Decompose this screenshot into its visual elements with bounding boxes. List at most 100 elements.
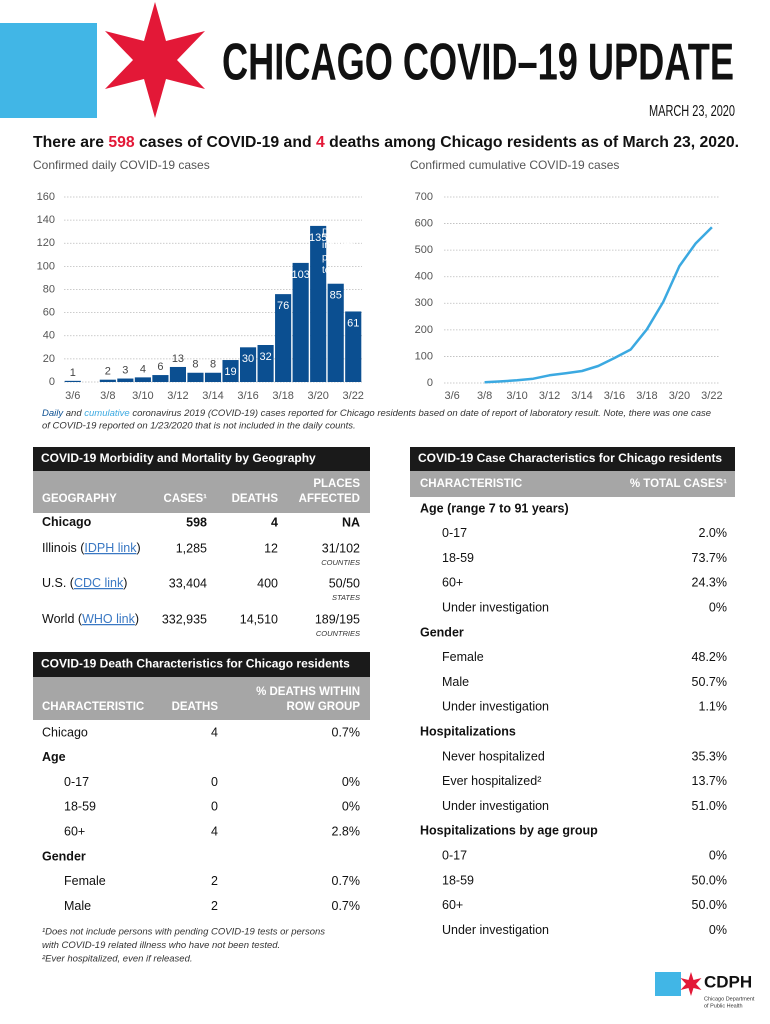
table-cell: Never hospitalized: [442, 749, 545, 763]
table-cell: Under investigation: [442, 700, 549, 714]
bar: [64, 380, 81, 382]
table-cell: 50.0%: [692, 873, 727, 887]
summary: There are 598 cases of COVID-19 and 4 de…: [33, 134, 739, 151]
table-cell: Under investigation: [442, 600, 549, 614]
bar: [222, 360, 239, 382]
table-cell: Gender: [420, 625, 464, 639]
data-label: 135: [309, 232, 327, 244]
table-cell: Chicago: [42, 515, 92, 529]
x-tick-label: 3/12: [167, 390, 188, 402]
bar: [134, 377, 151, 382]
footnote: ²Ever hospitalized, even if released.: [42, 954, 193, 965]
y-tick-label: 600: [415, 217, 433, 229]
logo-square-small: [655, 972, 681, 996]
y-tick-label: 100: [37, 260, 55, 272]
logo-star: [105, 2, 205, 118]
table-cell: 0.7%: [332, 899, 361, 913]
table-title: COVID-19 Morbidity and Mortality by Geog…: [41, 451, 316, 465]
column-header: % DEATHS WITHIN: [256, 686, 360, 698]
table-cell: Age: [42, 750, 66, 764]
footnote: with COVID-19 related illness who have n…: [42, 940, 280, 951]
table-cell: Ever hospitalized²: [442, 774, 541, 788]
table-cell: Illinois (IDPH link): [42, 541, 141, 555]
data-label: 32: [259, 351, 271, 363]
table-cell: Female: [64, 874, 106, 888]
note-part: Daily: [42, 408, 64, 419]
data-label: 8: [210, 359, 216, 371]
table-cell: 73.7%: [692, 551, 727, 565]
chart-subtitle: Confirmed cumulative COVID-19 cases: [410, 158, 619, 172]
table-cell: 31/102: [322, 541, 360, 555]
table-cell: 0.7%: [332, 725, 361, 739]
bar: [99, 379, 116, 382]
table-cell: 50/50: [329, 576, 360, 590]
table-title: COVID-19 Death Characteristics for Chica…: [41, 657, 350, 671]
table-cell: 0-17: [442, 848, 467, 862]
y-tick-label: 100: [415, 350, 433, 362]
table-cell: U.S. (CDC link): [42, 576, 127, 590]
y-tick-label: 0: [427, 377, 433, 389]
x-tick-label: 3/14: [202, 390, 223, 402]
bar: [275, 294, 292, 382]
table-cell: 2.0%: [699, 526, 728, 540]
table-cell: 50.7%: [692, 675, 727, 689]
chart-note: Daily and cumulative coronavirus 2019 (C…: [42, 408, 711, 419]
y-tick-label: 140: [37, 214, 55, 226]
table-title-bar: [410, 447, 735, 471]
table-cell: 0%: [709, 600, 727, 614]
table-cell: 189/195: [315, 612, 360, 626]
date: MARCH 23, 2020: [649, 103, 735, 120]
table-cell: 2: [211, 874, 218, 888]
data-label: 2: [105, 366, 111, 378]
cell-text: Chicago: [42, 515, 92, 529]
y-tick-label: 160: [37, 191, 55, 203]
column-header: CHARACTERISTIC: [420, 478, 522, 490]
x-tick-label: 3/18: [272, 390, 293, 402]
table-cell: Gender: [42, 849, 86, 863]
y-tick-label: 40: [43, 330, 55, 342]
table-cell: Under investigation: [442, 923, 549, 937]
link[interactable]: IDPH link: [84, 541, 137, 555]
x-tick-label: 3/12: [539, 390, 560, 402]
x-tick-label: 3/10: [132, 390, 153, 402]
table-cell: 50.0%: [692, 898, 727, 912]
column-header: GEOGRAPHY: [42, 493, 117, 505]
table-cell: 24.3%: [692, 576, 727, 590]
table-header-bar: [410, 471, 735, 497]
table-cell: Chicago: [42, 725, 88, 739]
bar: [292, 262, 309, 382]
table-cell: 1,285: [176, 541, 207, 555]
table-header-bar: [33, 677, 370, 720]
table-cell: 2: [211, 899, 218, 913]
table-cell: Age (range 7 to 91 years): [420, 501, 569, 515]
column-header: DEATHS: [172, 701, 219, 713]
table-cell: 14,510: [240, 612, 278, 626]
x-tick-label: 3/22: [343, 390, 364, 402]
logo-square: [0, 23, 97, 118]
column-header: % TOTAL CASES¹: [630, 478, 727, 490]
unit: COUNTIES: [321, 558, 360, 567]
table-cell: 12: [264, 541, 278, 555]
data-label: 3: [122, 364, 128, 376]
footnote: ¹Does not include persons with pending C…: [42, 927, 325, 938]
data-label: 103: [291, 269, 309, 281]
table-cell: World (WHO link): [42, 612, 139, 626]
data-label: 19: [224, 366, 236, 378]
table-cell: 4: [211, 725, 218, 739]
x-tick-label: 3/16: [604, 390, 625, 402]
cell-text: U.S. (: [42, 576, 75, 590]
logo-name: CDPH: [704, 972, 752, 991]
note-part: coronavirus 2019 (COVID-19) cases report…: [130, 408, 711, 419]
table-cell: Male: [442, 675, 469, 689]
table-cell: Under investigation: [442, 799, 549, 813]
y-tick-label: 300: [415, 297, 433, 309]
data-label: 85: [330, 290, 342, 302]
link[interactable]: CDC link: [74, 576, 124, 590]
table-cell: 332,935: [162, 612, 207, 626]
link[interactable]: WHO link: [82, 612, 136, 626]
y-tick-label: 60: [43, 307, 55, 319]
annotation: tests: [322, 265, 343, 276]
table-cell: 33,404: [169, 576, 207, 590]
